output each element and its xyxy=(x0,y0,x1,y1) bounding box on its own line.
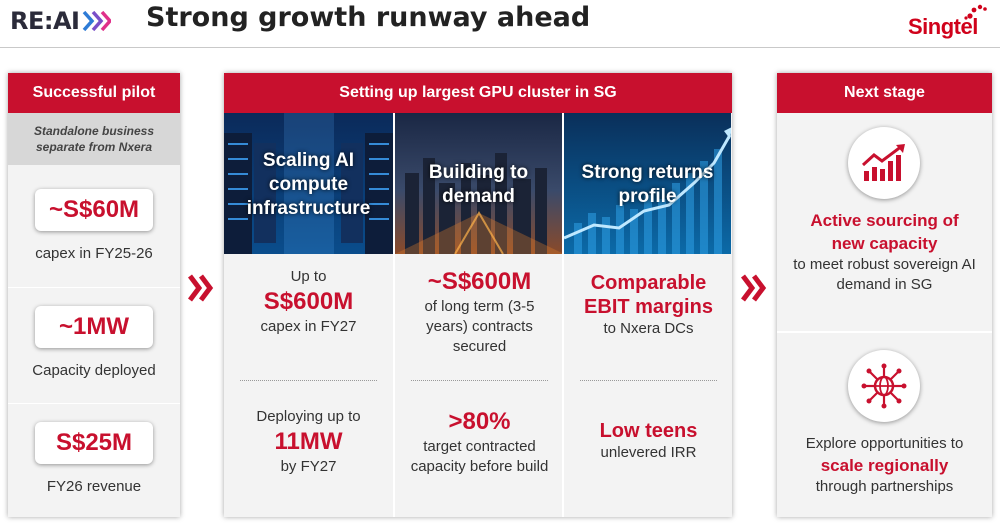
metric-value: ~1MW xyxy=(35,306,153,348)
reai-logo: RE:AI xyxy=(10,6,112,36)
singtel-logo: Singtel xyxy=(908,4,988,42)
column-bottom-metric: Low teens unlevered IRR xyxy=(599,420,698,461)
metric-caption: capex in FY25-26 xyxy=(35,245,153,262)
panel-heading: Successful pilot xyxy=(8,73,180,113)
column-building: Building to demand ~S$600M of long term … xyxy=(393,113,562,517)
next-stage-item-sourcing: Active sourcing of new capacity to meet … xyxy=(793,211,976,293)
column-bottom-metric: >80% target contracted capacity before b… xyxy=(410,408,549,475)
dotted-divider xyxy=(240,380,377,381)
gpu-cluster-panel: Setting up largest GPU cluster in SG xyxy=(224,73,732,517)
column-scaling: Scaling AI compute infrastructure Up to … xyxy=(224,113,393,517)
column-bottom-metric: Deploying up to 11MW by FY27 xyxy=(256,408,361,475)
column-top-metric: ~S$600M of long term (3-5 years) contrac… xyxy=(424,268,535,355)
column-title: Building to demand xyxy=(428,162,529,207)
next-stage-item-regional: Explore opportunities to scale regionall… xyxy=(805,435,964,495)
panel-heading: Next stage xyxy=(777,73,992,113)
growth-chart-icon xyxy=(848,127,920,199)
column-title: Strong returns profile xyxy=(581,162,714,207)
successful-pilot-panel: Successful pilot Standalone business sep… xyxy=(8,73,180,517)
double-chevron-right-icon xyxy=(740,270,768,312)
global-network-icon xyxy=(848,350,920,422)
next-stage-panel: Next stage Active sourcing of new capaci… xyxy=(777,73,992,517)
dotted-divider xyxy=(411,380,548,381)
column-top-metric: Up to S$600M capex in FY27 xyxy=(260,268,357,335)
growth-graph-image: Strong returns profile xyxy=(564,113,731,254)
header: RE:AI Strong growth runway ahead Singtel xyxy=(0,0,1000,46)
chevrons-logo-icon xyxy=(81,9,112,33)
page-title: Strong growth runway ahead xyxy=(146,2,591,33)
dotted-divider xyxy=(580,380,717,381)
double-chevron-right-icon xyxy=(187,270,215,312)
panel-heading: Setting up largest GPU cluster in SG xyxy=(224,73,732,113)
metric-value: ~S$60M xyxy=(35,189,153,231)
divider xyxy=(8,403,180,404)
metric-revenue: S$25M FY26 revenue xyxy=(8,422,180,495)
metric-capacity: ~1MW Capacity deployed xyxy=(8,306,180,379)
brand-dots-icon xyxy=(964,4,987,20)
column-top-metric: Comparable EBIT margins to Nxera DCs xyxy=(584,272,713,337)
metric-caption: Capacity deployed xyxy=(32,362,156,379)
divider xyxy=(777,331,992,333)
header-divider xyxy=(0,47,1000,48)
city-night-image: Building to demand xyxy=(395,113,562,254)
metric-value: S$25M xyxy=(35,422,153,464)
metric-capex: ~S$60M capex in FY25-26 xyxy=(8,189,180,262)
datacenter-image: Scaling AI compute infrastructure xyxy=(224,113,393,254)
column-title: Scaling AI compute infrastructure xyxy=(246,150,371,219)
column-returns: Strong returns profile Comparable EBIT m… xyxy=(562,113,731,517)
divider xyxy=(8,287,180,288)
metric-caption: FY26 revenue xyxy=(46,478,142,495)
panel-subheading: Standalone business separate from Nxera xyxy=(8,113,180,165)
